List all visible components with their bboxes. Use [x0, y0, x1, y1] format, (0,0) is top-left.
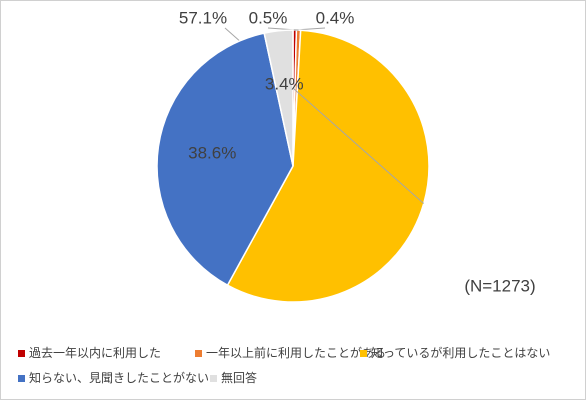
data-label: 38.6%	[188, 144, 236, 163]
legend-swatch	[210, 375, 217, 382]
pie-slice	[263, 29, 294, 167]
legend-swatch	[360, 350, 367, 357]
data-label: 57.1%	[179, 8, 227, 27]
annotation: (N=1273)	[464, 276, 535, 295]
legend-label: 知っているが利用したことはない	[371, 345, 550, 360]
data-label: 0.4%	[316, 8, 355, 27]
data-label: 3.4%	[265, 74, 304, 93]
legend-label: 過去一年以内に利用した	[29, 346, 161, 360]
pie-slice	[156, 32, 294, 287]
legend-swatch	[18, 350, 25, 357]
legend-swatch	[195, 350, 202, 357]
data-label: 0.5%	[249, 8, 288, 27]
legend-swatch	[18, 375, 25, 382]
legend-label: 知らない、見聞きしたことがない	[29, 370, 209, 385]
legend-label: 一年以上前に利用したことがある	[206, 345, 386, 360]
legend-label: 無回答	[221, 370, 257, 385]
